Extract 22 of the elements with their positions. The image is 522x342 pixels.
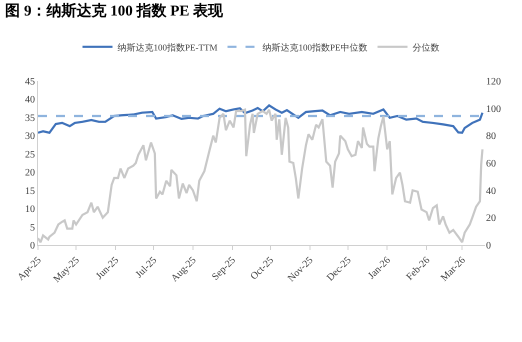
y2-tick-label: 40 (486, 186, 496, 197)
y2-tick-label: 20 (486, 213, 496, 224)
y-tick-label: 0 (30, 240, 35, 252)
y-tick-label: 40 (25, 94, 35, 106)
y2-tick-label: 100 (486, 104, 501, 115)
y-tick-label: 25 (25, 149, 35, 160)
legend-label: 纳斯达克100指数PE-TTM (118, 42, 218, 52)
y-tick-label: 15 (25, 186, 35, 197)
y-tick-label: 30 (25, 131, 35, 142)
chart-title: 图 9：纳斯达克 100 指数 PE 表现 (5, 2, 224, 20)
legend-label: 纳斯达克100指数PE中位数 (262, 42, 368, 52)
legend-label: 分位数 (412, 42, 440, 52)
y2-tick-label: 0 (486, 240, 491, 252)
y-tick-label: 20 (25, 168, 35, 179)
y2-tick-label: 120 (486, 76, 501, 88)
y-tick-label: 35 (25, 112, 35, 124)
y-tick-label: 10 (25, 204, 35, 216)
y2-tick-label: 80 (486, 131, 496, 142)
y-tick-label: 5 (30, 222, 35, 234)
y2-tick-label: 60 (486, 158, 496, 170)
line-series (38, 104, 484, 134)
y-tick-label: 45 (25, 76, 35, 88)
